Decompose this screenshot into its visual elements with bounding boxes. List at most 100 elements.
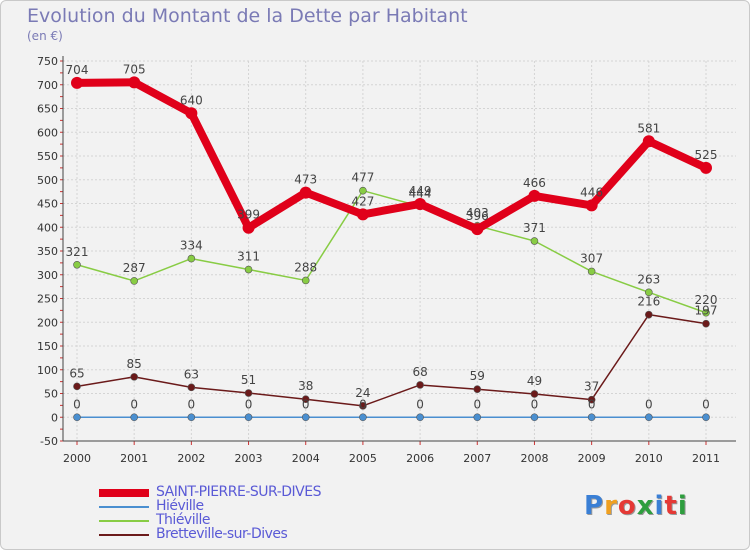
data-point bbox=[702, 319, 710, 328]
data-label: 63 bbox=[184, 367, 199, 381]
y-tick-label: 350 bbox=[37, 245, 58, 258]
data-point bbox=[73, 260, 81, 269]
data-label: 0 bbox=[473, 397, 481, 411]
data-point bbox=[359, 402, 367, 410]
data-point bbox=[416, 381, 424, 389]
data-point bbox=[414, 197, 427, 210]
data-label: 0 bbox=[588, 397, 596, 411]
y-tick-label: 50 bbox=[44, 388, 58, 401]
chart-subtitle: (en €) bbox=[27, 29, 63, 43]
data-point bbox=[242, 221, 255, 234]
y-tick-label: 400 bbox=[37, 221, 58, 234]
data-label: 427 bbox=[351, 194, 374, 208]
data-point bbox=[187, 413, 196, 422]
data-label: 0 bbox=[130, 397, 138, 411]
data-point bbox=[359, 186, 367, 195]
data-point bbox=[530, 237, 539, 245]
y-tick-label: 300 bbox=[37, 269, 58, 282]
data-label: 220 bbox=[695, 293, 718, 307]
data-label: 403 bbox=[466, 206, 489, 220]
x-tick-label: 2009 bbox=[578, 452, 606, 465]
data-point bbox=[128, 76, 141, 89]
data-point bbox=[645, 288, 653, 297]
data-label: 263 bbox=[637, 272, 660, 286]
data-label: 68 bbox=[412, 365, 427, 379]
data-point bbox=[645, 310, 653, 319]
data-label: 0 bbox=[645, 397, 653, 411]
data-point bbox=[356, 208, 369, 221]
data-point bbox=[530, 390, 539, 398]
y-tick-label: 700 bbox=[37, 79, 58, 92]
data-label: 0 bbox=[702, 397, 710, 411]
data-point bbox=[185, 107, 198, 120]
data-point bbox=[73, 413, 81, 422]
data-point bbox=[301, 276, 310, 285]
data-point bbox=[244, 413, 253, 422]
data-label: 399 bbox=[237, 208, 260, 222]
data-point bbox=[299, 186, 312, 199]
legend-label: Thiéville bbox=[156, 512, 211, 528]
x-tick-label: 2008 bbox=[520, 452, 548, 465]
legend-swatch bbox=[99, 506, 149, 508]
data-point bbox=[187, 254, 196, 263]
x-tick-label: 2011 bbox=[692, 452, 720, 465]
data-label: 37 bbox=[584, 380, 599, 394]
data-point bbox=[359, 413, 367, 422]
y-tick-label: 250 bbox=[37, 293, 58, 306]
data-point bbox=[585, 199, 598, 212]
data-point bbox=[473, 385, 482, 394]
data-point bbox=[702, 308, 710, 317]
data-label: 466 bbox=[523, 176, 546, 190]
data-label: 396 bbox=[466, 209, 489, 223]
line-chart: -50 0 50 100 150 200 250 300 350 400 450 500 550 600 6… bbox=[37, 55, 736, 465]
data-point bbox=[642, 135, 655, 148]
proxiti-logo: Proxiti bbox=[584, 491, 688, 521]
data-point bbox=[416, 413, 424, 422]
data-label: 216 bbox=[637, 295, 660, 309]
y-tick-label: 750 bbox=[37, 55, 58, 68]
data-label: 0 bbox=[416, 397, 424, 411]
legend-swatch bbox=[99, 489, 149, 497]
data-label: 59 bbox=[470, 369, 485, 383]
series-line bbox=[73, 78, 710, 234]
data-label: 640 bbox=[180, 93, 203, 107]
data-point bbox=[473, 413, 482, 422]
data-label: 0 bbox=[531, 397, 539, 411]
legend-label: SAINT-PIERRE-SUR-DIVES bbox=[156, 484, 321, 500]
y-tick-label: 500 bbox=[37, 174, 58, 187]
data-label: 704 bbox=[66, 63, 89, 77]
legend-swatch bbox=[99, 534, 149, 536]
y-tick-label: 150 bbox=[37, 340, 58, 353]
x-tick-label: 2004 bbox=[292, 452, 320, 465]
data-label: 288 bbox=[294, 260, 317, 274]
data-point bbox=[73, 382, 81, 391]
data-point bbox=[244, 265, 253, 274]
data-point bbox=[587, 413, 596, 422]
series-line bbox=[76, 189, 707, 314]
y-tick-label: -50 bbox=[40, 435, 58, 448]
data-label: 311 bbox=[237, 250, 260, 264]
series-line bbox=[76, 313, 707, 407]
data-point bbox=[244, 389, 253, 397]
data-label: 321 bbox=[66, 245, 89, 259]
data-point bbox=[702, 413, 710, 422]
data-point bbox=[700, 161, 712, 174]
series-0 bbox=[71, 76, 712, 236]
data-label: 0 bbox=[73, 397, 81, 411]
legend-label: Hiéville bbox=[156, 498, 204, 514]
data-point bbox=[130, 413, 138, 422]
data-label: 65 bbox=[69, 366, 84, 380]
data-label: 0 bbox=[302, 397, 310, 411]
data-label: 197 bbox=[695, 304, 718, 318]
data-label: 287 bbox=[123, 261, 146, 275]
data-label: 49 bbox=[527, 374, 542, 388]
data-label: 477 bbox=[351, 171, 374, 185]
x-tick-label: 2005 bbox=[349, 452, 377, 465]
data-point bbox=[301, 395, 310, 404]
x-tick-label: 2000 bbox=[63, 452, 91, 465]
series-3 bbox=[73, 310, 710, 410]
data-point bbox=[645, 413, 653, 422]
data-label: 85 bbox=[127, 357, 142, 371]
chart-title: Evolution du Montant de la Dette par Hab… bbox=[27, 5, 468, 27]
data-label: 473 bbox=[294, 173, 317, 187]
